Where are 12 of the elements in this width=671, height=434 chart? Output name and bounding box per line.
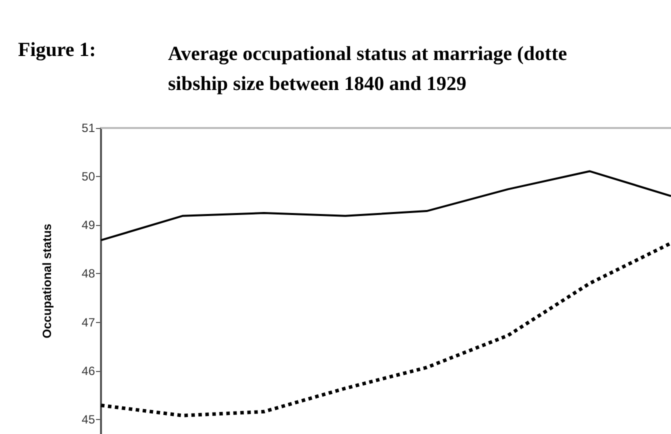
line-series [99, 241, 671, 418]
y-axis-title: Occupational status [40, 223, 54, 338]
y-tick-label: 48 [82, 266, 96, 281]
chart-title: Average occupational status at marriage (dotte sibship size between 1840 and 1929 [168, 43, 568, 95]
y-tick-label: 46 [82, 364, 96, 378]
y-tick-label: 49 [82, 218, 96, 232]
line-series [100, 170, 671, 242]
y-tick-label: 47 [82, 315, 96, 330]
caption: Figure 1: [18, 39, 96, 61]
y-tick-label: 51 [82, 121, 96, 135]
y-tick-label: 50 [82, 170, 96, 184]
y-tick-label: 45 [82, 412, 96, 426]
